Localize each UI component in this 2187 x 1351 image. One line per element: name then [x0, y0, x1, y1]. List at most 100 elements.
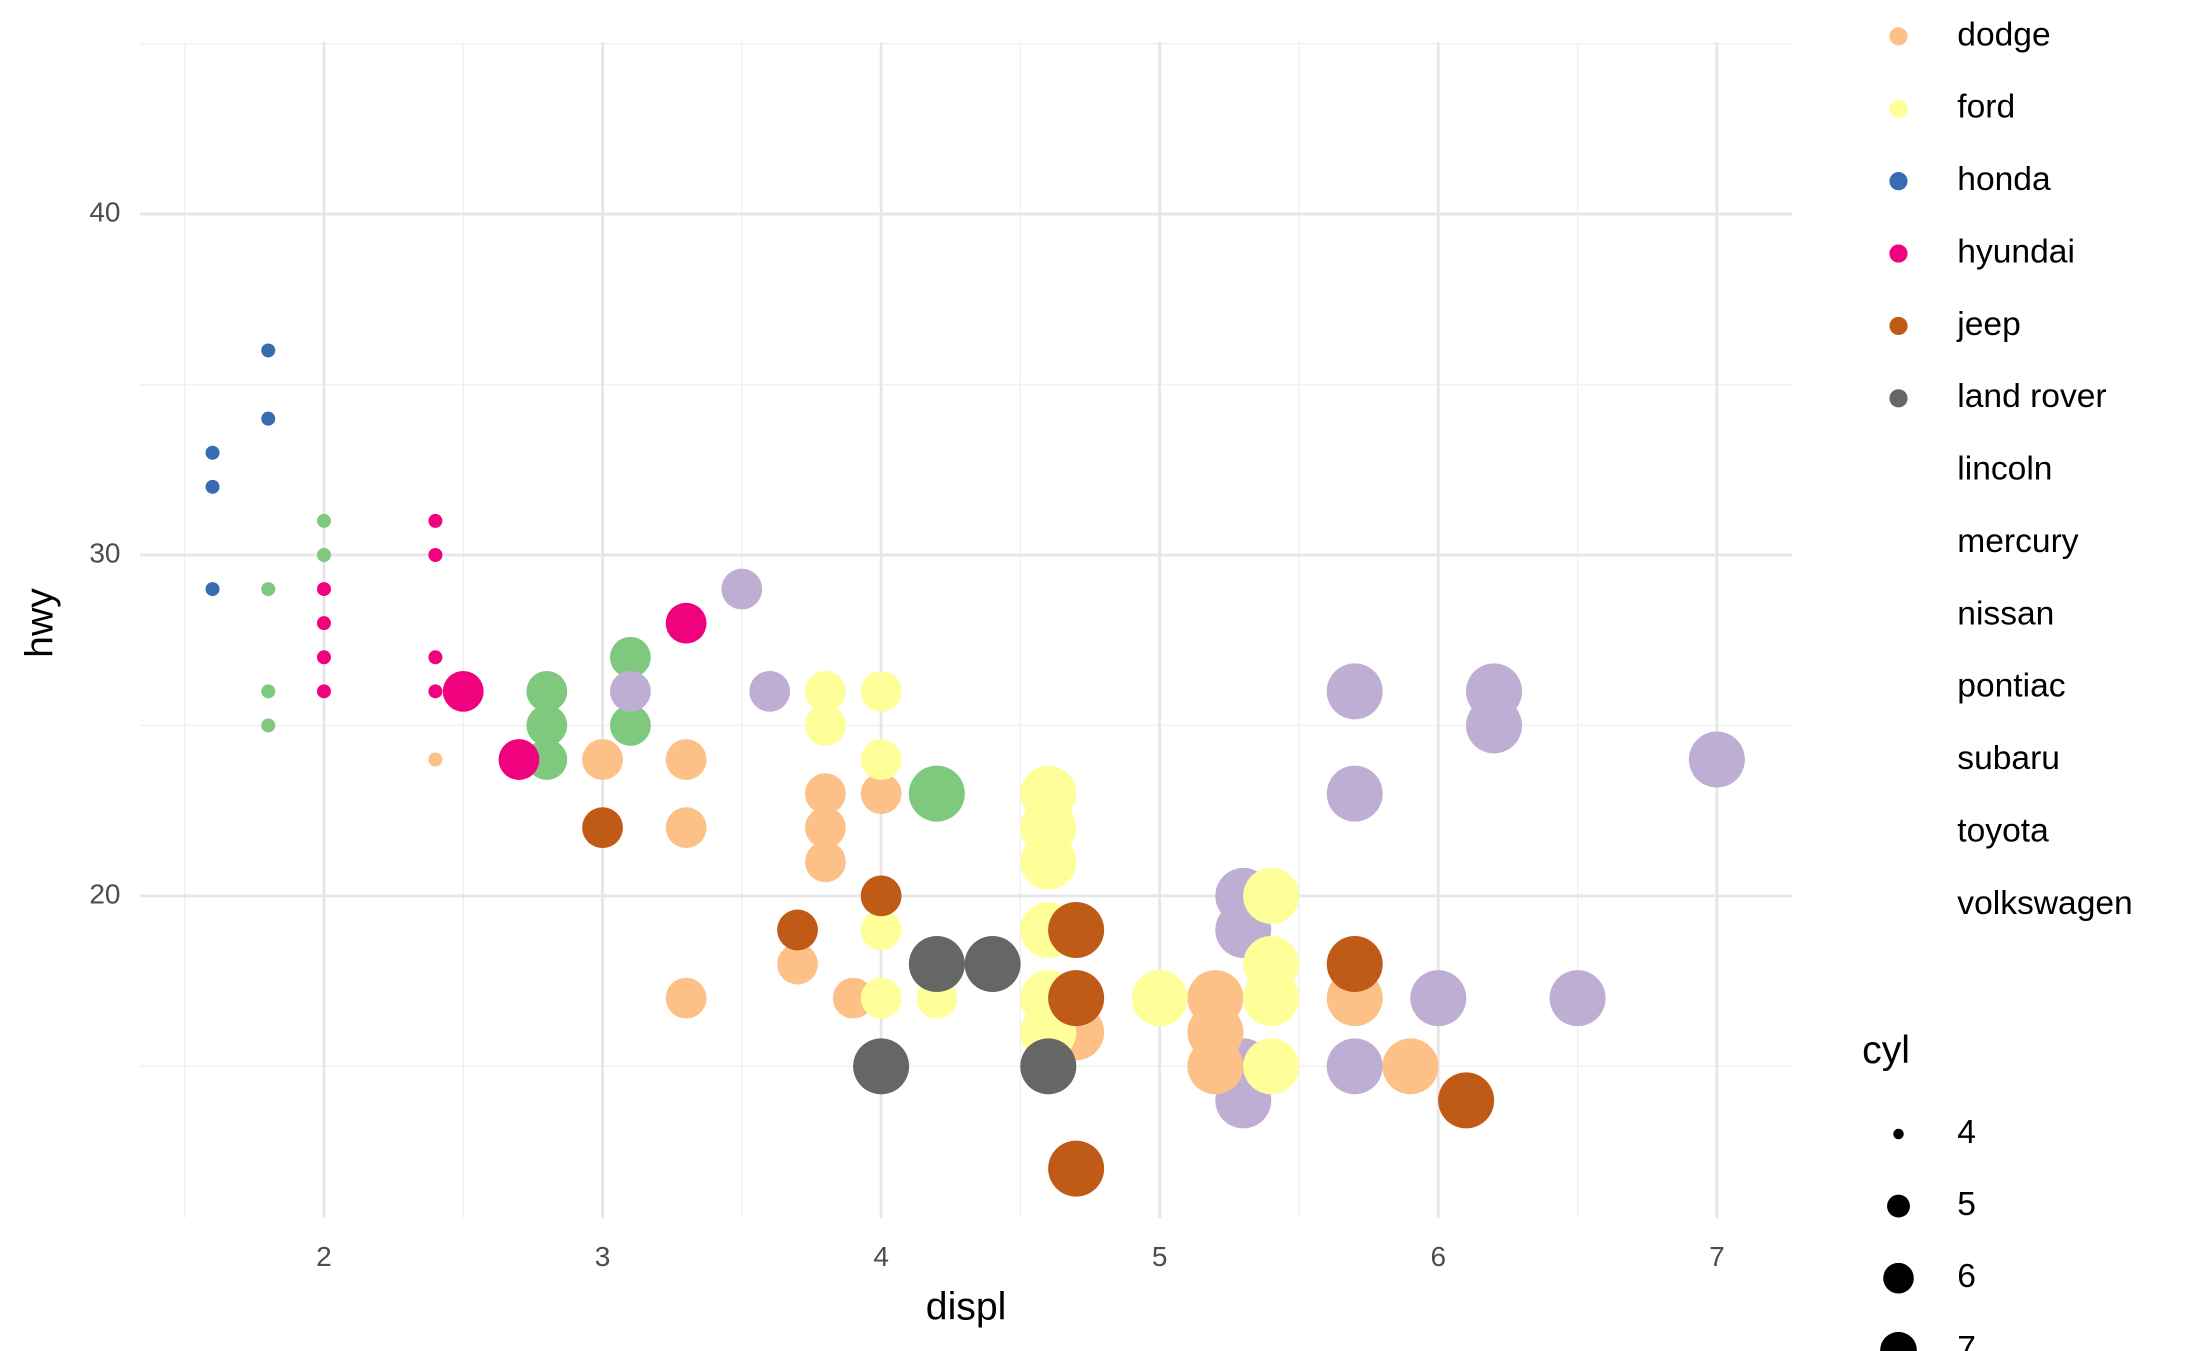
- point: [316, 650, 331, 665]
- point: [1326, 663, 1383, 720]
- point: [1243, 970, 1300, 1027]
- legend-label: 4: [1957, 1114, 1976, 1151]
- point: [316, 684, 331, 699]
- x-tick-label: 7: [1709, 1241, 1725, 1272]
- legend-label: nissan: [1957, 595, 2054, 632]
- legend-label: dodge: [1957, 16, 2050, 53]
- legend-label: honda: [1957, 161, 2051, 198]
- legend-key: [1887, 1194, 1910, 1218]
- point: [205, 479, 220, 494]
- x-tick-label: 3: [595, 1241, 611, 1272]
- point: [665, 739, 707, 780]
- point: [1020, 833, 1077, 890]
- point: [526, 705, 568, 746]
- point: [1187, 1038, 1244, 1095]
- legend-label: hyundai: [1957, 233, 2075, 270]
- point: [1326, 765, 1383, 822]
- y-tick-label: 30: [89, 537, 120, 568]
- legend-label: land rover: [1957, 378, 2106, 415]
- point: [582, 739, 623, 780]
- point: [1243, 867, 1300, 924]
- legend-label: pontiac: [1957, 668, 2065, 705]
- point: [805, 807, 846, 849]
- legend-label: lincoln: [1957, 451, 2052, 488]
- point: [261, 582, 276, 597]
- point: [1410, 970, 1467, 1027]
- point: [860, 977, 902, 1019]
- y-axis-label: hwy: [18, 588, 61, 658]
- legend-label: 5: [1957, 1186, 1976, 1223]
- point: [860, 670, 902, 712]
- point: [428, 650, 443, 665]
- point: [609, 705, 651, 746]
- point: [1326, 1038, 1383, 1095]
- legend-label: 6: [1957, 1258, 1976, 1295]
- legend-key: [1889, 389, 1908, 408]
- point: [1466, 697, 1523, 754]
- point: [860, 773, 902, 815]
- point: [205, 582, 220, 597]
- point: [1243, 1038, 1300, 1095]
- point: [428, 752, 443, 767]
- point: [749, 670, 791, 712]
- legend-label: mercury: [1957, 523, 2078, 560]
- point: [442, 670, 484, 712]
- x-tick-label: 4: [873, 1241, 889, 1272]
- legend-label: ford: [1957, 89, 2015, 126]
- legend-label: volkswagen: [1957, 885, 2132, 922]
- legend-key: [1883, 1262, 1914, 1294]
- point: [1048, 901, 1105, 958]
- point: [1438, 1072, 1495, 1129]
- point: [1020, 1038, 1077, 1095]
- legend-key: [1889, 172, 1908, 191]
- point: [860, 909, 902, 951]
- point: [498, 739, 540, 780]
- point: [860, 739, 902, 780]
- point: [805, 705, 846, 746]
- point: [853, 1038, 910, 1095]
- point: [1549, 970, 1606, 1027]
- point: [428, 548, 443, 563]
- point: [428, 513, 443, 528]
- legend-key: [1889, 316, 1908, 336]
- point: [582, 807, 623, 849]
- point: [316, 616, 331, 631]
- x-tick-label: 6: [1431, 1241, 1447, 1272]
- point: [908, 765, 965, 822]
- point: [1688, 731, 1745, 788]
- y-tick-label: 20: [89, 878, 120, 909]
- point: [316, 548, 331, 563]
- point: [721, 568, 763, 610]
- legend-key: [1889, 27, 1908, 46]
- point: [908, 936, 965, 993]
- legend-label: subaru: [1957, 740, 2060, 777]
- y-tick-label: 40: [89, 197, 120, 228]
- point: [805, 841, 846, 883]
- point: [1048, 1140, 1105, 1197]
- point: [777, 909, 818, 951]
- point: [665, 977, 707, 1019]
- point: [1326, 936, 1383, 993]
- point: [964, 936, 1021, 993]
- point: [1131, 970, 1188, 1027]
- point: [526, 670, 568, 712]
- point: [665, 602, 707, 644]
- x-axis-label: displ: [926, 1285, 1007, 1328]
- legend-key: [1893, 1128, 1904, 1140]
- point: [609, 636, 651, 678]
- point: [665, 807, 707, 849]
- point: [261, 411, 276, 426]
- point: [428, 684, 443, 699]
- legend-key: [1889, 99, 1908, 118]
- point: [261, 684, 276, 699]
- point: [609, 670, 651, 712]
- point: [805, 670, 846, 712]
- point: [205, 445, 220, 460]
- x-tick-label: 2: [316, 1241, 332, 1272]
- point: [316, 582, 331, 597]
- point: [1048, 970, 1105, 1027]
- point: [777, 943, 818, 985]
- point: [261, 718, 276, 733]
- legend-key: [1880, 1331, 1917, 1351]
